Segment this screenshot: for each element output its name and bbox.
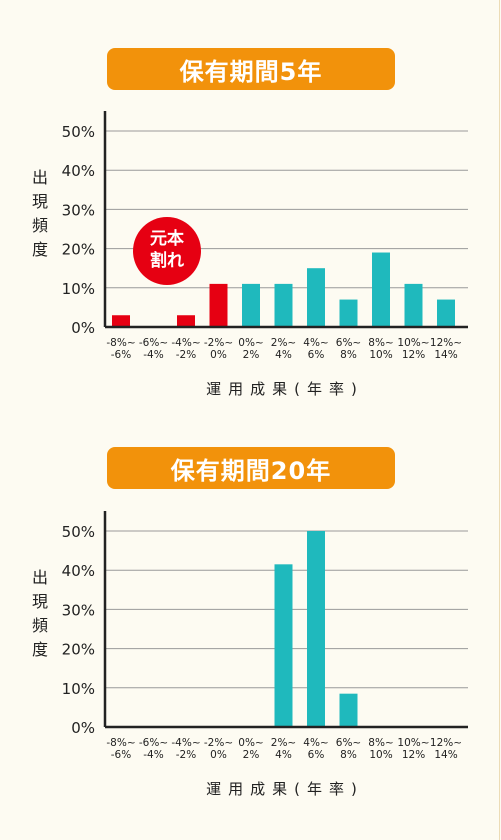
y-axis-label-char: 現	[31, 192, 48, 211]
x-tick-label: -8%~ -6%	[106, 337, 135, 361]
chart-title-5y: 保有期間5年	[107, 48, 395, 90]
x-tick-label: -4%~ -2%	[171, 337, 200, 361]
bar	[339, 299, 358, 327]
bar	[437, 299, 455, 327]
y-axis-label-char: 頻	[31, 216, 48, 235]
bar	[307, 531, 325, 727]
x-axis-label-5y: 運用成果(年率)	[206, 380, 364, 398]
badge-line-1: 元本	[150, 228, 184, 249]
chart-section-5y: 保有期間5年 出現頻度 0% 10% 20% 30% 40% 50% -8%~ -6% -6%~…	[28, 48, 468, 398]
chart-title-20y: 保有期間20年	[107, 447, 395, 489]
x-tick-label: 4%~ 6%	[303, 337, 328, 361]
y-axis-label-char: 出	[31, 168, 48, 187]
x-tick-label: 10%~ 12%	[397, 737, 429, 761]
x-tick-label: -2%~ 0%	[204, 337, 233, 361]
bar	[112, 315, 130, 327]
y-tick-label: 50%	[62, 523, 95, 541]
x-tick-label: 8%~ 10%	[368, 737, 393, 761]
chart-section-20y: 保有期間20年 出現頻度 0% 10% 20% 30% 40% 50% -8%~ -6% -6%…	[0, 400, 501, 820]
bar	[307, 268, 325, 327]
x-tick-label: 6%~ 8%	[336, 337, 361, 361]
y-axis-label-5y: 出現頻度	[28, 166, 52, 262]
x-tick-label: 2%~ 4%	[271, 337, 296, 361]
y-axis-label-char: 度	[31, 640, 48, 659]
x-tick-label: 12%~ 14%	[430, 737, 462, 761]
x-tick-label: 0%~ 2%	[238, 337, 263, 361]
x-tick-label: 2%~ 4%	[271, 737, 296, 761]
x-tick-label: 4%~ 6%	[303, 737, 328, 761]
x-tick-label: 6%~ 8%	[336, 737, 361, 761]
bar	[404, 283, 423, 327]
y-tick-label: 20%	[62, 641, 95, 659]
bar	[209, 283, 228, 327]
x-tick-label: 8%~ 10%	[368, 337, 393, 361]
bar	[274, 564, 293, 727]
y-axis-label-char: 出	[31, 568, 48, 587]
bar	[177, 315, 195, 327]
bar	[339, 693, 358, 727]
y-tick-label: 10%	[62, 680, 95, 698]
x-tick-label: -6%~ -4%	[139, 737, 168, 761]
y-tick-label: 30%	[62, 601, 95, 619]
y-tick-label: 40%	[62, 162, 95, 180]
y-tick-label: 10%	[62, 280, 95, 298]
y-tick-label: 40%	[62, 562, 95, 580]
y-tick-label: 0%	[71, 719, 95, 737]
x-tick-label: 0%~ 2%	[238, 737, 263, 761]
y-axis-label-char: 頻	[31, 616, 48, 635]
y-tick-label: 30%	[62, 201, 95, 219]
badge-line-2: 割れ	[150, 250, 184, 271]
bar	[274, 283, 293, 327]
y-axis-label-char: 現	[31, 592, 48, 611]
y-axis-label-char: 度	[31, 240, 48, 259]
bar	[372, 252, 390, 327]
x-axis-label-20y: 運用成果(年率)	[206, 780, 364, 798]
x-tick-label: -8%~ -6%	[106, 737, 135, 761]
y-tick-label: 50%	[62, 123, 95, 141]
y-axis-label-20y: 出現頻度	[28, 566, 52, 662]
x-tick-label: 12%~ 14%	[430, 337, 462, 361]
x-tick-label: -4%~ -2%	[171, 737, 200, 761]
bar	[242, 283, 260, 327]
bar-chart-5y: 0% 10% 20% 30% 40% 50% -8%~ -6%-6%~ -4%-4%~ -2%-2…	[62, 111, 468, 361]
x-tick-label: -2%~ 0%	[204, 737, 233, 761]
y-tick-label: 20%	[62, 241, 95, 259]
x-tick-label: -6%~ -4%	[139, 337, 168, 361]
y-tick-label: 0%	[71, 319, 95, 337]
bar-chart-20y: 0% 10% 20% 30% 40% 50% -8%~ -6%-6%~ -4%-4%~ -2%-2…	[62, 511, 468, 761]
x-tick-label: 10%~ 12%	[397, 337, 429, 361]
